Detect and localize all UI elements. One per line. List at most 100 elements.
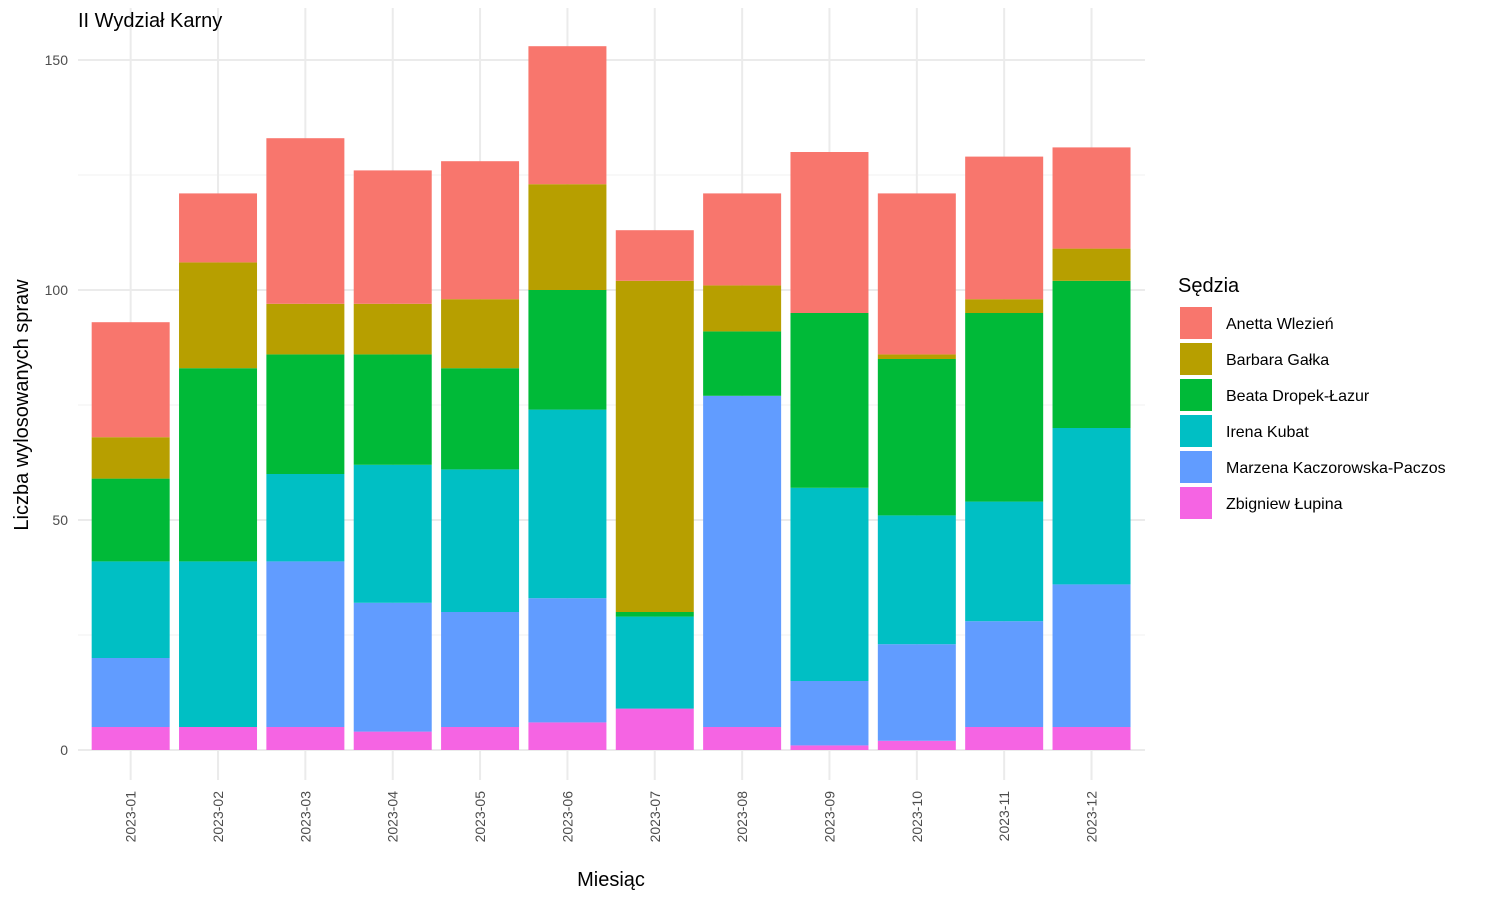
bar-segment: [703, 193, 782, 286]
bar-segment: [266, 727, 345, 750]
bar-segment: [179, 368, 258, 562]
chart-title: II Wydział Karny: [78, 10, 222, 32]
bar-segment: [91, 322, 170, 438]
x-tick-label: 2023-01: [123, 791, 139, 843]
bar-segment: [528, 409, 607, 599]
bar-segment: [353, 731, 432, 750]
legend-label: Barbara Gałka: [1226, 352, 1329, 369]
bar-segment: [266, 561, 345, 727]
bar-segment: [1052, 147, 1131, 249]
bar-segment: [703, 395, 782, 727]
x-tick-label: 2023-05: [472, 791, 488, 843]
bar-segment: [615, 612, 694, 617]
bar-segment: [877, 515, 956, 645]
x-tick-label: 2023-11: [996, 791, 1012, 842]
y-axis-title: Liczba wylosowanych spraw: [11, 279, 33, 531]
bar-segment: [528, 722, 607, 750]
x-tick-label: 2023-02: [210, 791, 226, 843]
bar-segment: [91, 478, 170, 562]
bar-segment: [703, 727, 782, 750]
bar-segment: [528, 46, 607, 185]
bar-segment: [790, 487, 869, 681]
bar-segment: [965, 621, 1044, 727]
bar-segment: [965, 727, 1044, 750]
bar-segment: [91, 727, 170, 750]
x-tick-label: 2023-08: [734, 791, 750, 843]
x-tick-label: 2023-03: [297, 791, 313, 843]
bar-segment: [266, 303, 345, 355]
x-axis: 2023-01 2023-02 2023-03 2023-04 2023-05 2023-…: [123, 791, 1100, 843]
legend-label: Zbigniew Łupina: [1226, 496, 1343, 513]
bar-segment: [91, 437, 170, 479]
bar-segment: [615, 708, 694, 750]
bar-segment: [965, 501, 1044, 622]
x-tick-label: 2023-09: [821, 791, 837, 843]
bar-segment: [179, 561, 258, 727]
legend-label: Anetta Wlezień: [1226, 316, 1334, 333]
bar-segment: [353, 170, 432, 304]
y-axis: 0 50 100 150: [45, 52, 69, 758]
bar-segment: [441, 469, 520, 612]
bar-segment: [528, 290, 607, 410]
legend: Sędzia Anetta Wlezień Barbara Gałka Beata …: [1178, 275, 1446, 519]
bar-segment: [877, 354, 956, 359]
bar-segment: [790, 313, 869, 488]
x-axis-title: Miesiąc: [577, 869, 645, 891]
bar-segment: [877, 359, 956, 516]
legend-swatch: [1180, 307, 1212, 339]
bar-segment: [441, 368, 520, 470]
bars: [91, 46, 1131, 750]
bar-segment: [353, 303, 432, 355]
bar-segment: [877, 740, 956, 750]
bar-segment: [179, 727, 258, 750]
legend-label: Marzena Kaczorowska-Paczos: [1226, 460, 1446, 477]
bar-segment: [1052, 584, 1131, 727]
legend-swatch: [1180, 451, 1212, 483]
bar-segment: [353, 354, 432, 465]
bar-segment: [528, 598, 607, 723]
bar-segment: [441, 161, 520, 300]
bar-segment: [91, 658, 170, 727]
bar-segment: [1052, 727, 1131, 750]
bar-segment: [703, 331, 782, 396]
legend-title: Sędzia: [1178, 275, 1240, 297]
legend-swatch: [1180, 487, 1212, 519]
bar-segment: [1052, 428, 1131, 585]
bar-segment: [179, 262, 258, 369]
y-tick-label: 0: [60, 742, 68, 758]
bar-segment: [441, 727, 520, 750]
bar-segment: [1052, 280, 1131, 428]
legend-swatch: [1180, 379, 1212, 411]
x-tick-label: 2023-04: [385, 791, 401, 843]
bar-segment: [353, 464, 432, 603]
x-tick-label: 2023-07: [647, 791, 663, 843]
bar-segment: [615, 280, 694, 612]
bar-segment: [790, 681, 869, 746]
bar-segment: [266, 474, 345, 562]
bar-segment: [528, 184, 607, 290]
bar-segment: [615, 230, 694, 281]
y-tick-label: 100: [45, 282, 69, 298]
y-tick-label: 150: [45, 52, 69, 68]
legend-label: Irena Kubat: [1226, 424, 1309, 441]
x-tick-label: 2023-10: [909, 791, 925, 843]
bar-segment: [441, 299, 520, 369]
x-tick-label: 2023-12: [1084, 791, 1100, 843]
legend-swatch: [1180, 343, 1212, 375]
bar-segment: [441, 612, 520, 727]
x-tick-label: 2023-06: [559, 791, 575, 843]
bar-segment: [965, 156, 1044, 300]
bar-segment: [965, 313, 1044, 502]
bar-segment: [965, 299, 1044, 313]
bar-segment: [615, 616, 694, 709]
bar-segment: [1052, 248, 1131, 281]
bar-segment: [877, 644, 956, 741]
legend-label: Beata Dropek-Łazur: [1226, 388, 1370, 405]
bar-segment: [703, 285, 782, 332]
bar-segment: [353, 602, 432, 732]
bar-segment: [790, 745, 869, 750]
bar-segment: [179, 193, 258, 263]
bar-segment: [266, 354, 345, 474]
y-tick-label: 50: [52, 512, 68, 528]
